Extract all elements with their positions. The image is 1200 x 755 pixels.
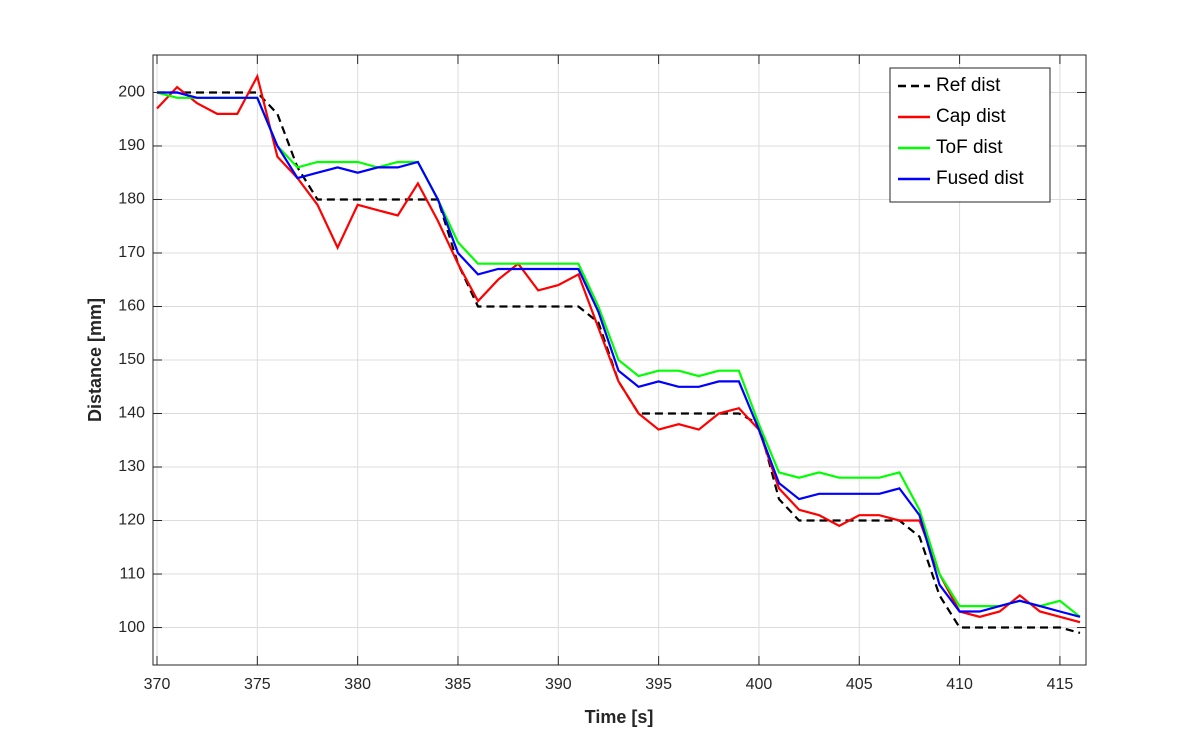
x-tick-label: 395	[645, 676, 672, 693]
x-tick-label: 390	[545, 676, 572, 693]
legend: Ref dist Cap dist ToF dist Fused dist	[889, 67, 1051, 203]
series-line	[156, 91, 1081, 618]
y-tick-label: 140	[118, 405, 145, 422]
y-tick-label: 150	[118, 351, 145, 368]
x-tick-label: 415	[1047, 676, 1074, 693]
legend-label: Fused dist	[936, 168, 1024, 189]
y-tick-label: 160	[118, 298, 145, 315]
x-tick-label: 380	[344, 676, 371, 693]
legend-label: ToF dist	[936, 137, 1003, 158]
x-tick-label: 410	[946, 676, 973, 693]
x-tick-label: 405	[846, 676, 873, 693]
plot-lines	[156, 73, 1081, 634]
legend-label: Ref dist	[936, 75, 1001, 96]
y-tick-label: 110	[119, 565, 145, 582]
x-tick-label: 385	[445, 676, 472, 693]
y-tick-label: 130	[118, 458, 145, 475]
y-tick-label: 200	[118, 84, 145, 101]
y-tick-label: 180	[118, 191, 145, 208]
y-tick-label: 100	[118, 619, 145, 636]
series-line	[157, 91, 1081, 618]
y-tick-label: 120	[118, 512, 145, 529]
x-axis-label: Time [s]	[585, 707, 654, 727]
y-tick-label: 190	[118, 137, 145, 154]
y-axis-label: Distance [mm]	[85, 298, 105, 422]
x-tick-label: 370	[144, 676, 171, 693]
x-tick-label: 400	[746, 676, 773, 693]
x-tick-label: 375	[244, 676, 271, 693]
y-tick-label: 170	[118, 244, 145, 261]
legend-label: Cap dist	[936, 106, 1006, 127]
series-line	[157, 91, 1081, 634]
